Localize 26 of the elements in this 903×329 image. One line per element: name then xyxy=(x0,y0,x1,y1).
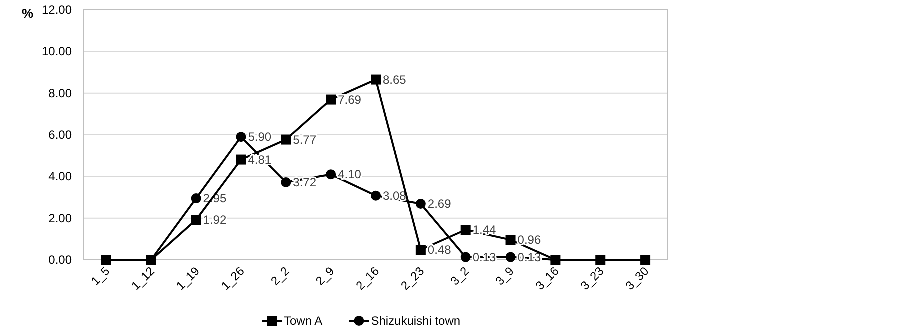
data-label: 5.90 xyxy=(248,130,272,144)
x-tick-label: 1_5 xyxy=(88,264,113,288)
y-tick-label: 10.00 xyxy=(42,44,72,59)
data-label: 5.77 xyxy=(293,132,317,147)
y-axis-title: % xyxy=(22,6,34,21)
data-label: 1.92 xyxy=(203,213,227,227)
data-label: 8.65 xyxy=(383,72,407,87)
y-tick-label: 8.00 xyxy=(48,86,72,100)
x-tick-label: 3_2 xyxy=(448,264,472,288)
x-tick-label: 3_9 xyxy=(492,264,518,288)
data-label: 0.48 xyxy=(428,243,452,257)
legend-label: Town A xyxy=(284,314,323,328)
data-label: 2.69 xyxy=(428,196,452,211)
data-label: 4.10 xyxy=(338,168,362,182)
x-tick-label: 2_9 xyxy=(313,264,338,288)
data-label: 3.72 xyxy=(293,176,317,190)
y-tick-label: 2.00 xyxy=(48,211,72,226)
y-tick-label: 4.00 xyxy=(48,170,72,184)
data-label: 0.96 xyxy=(518,233,542,247)
y-tick-label: 12.00 xyxy=(42,3,72,17)
y-tick-label: 6.00 xyxy=(48,128,72,142)
y-tick-label: 0.00 xyxy=(48,253,72,267)
data-label: 7.69 xyxy=(338,92,362,107)
legend-label: Shizukuishi town xyxy=(371,314,461,328)
data-label: 1.44 xyxy=(472,223,497,237)
x-tick-label: 2_2 xyxy=(268,264,292,288)
